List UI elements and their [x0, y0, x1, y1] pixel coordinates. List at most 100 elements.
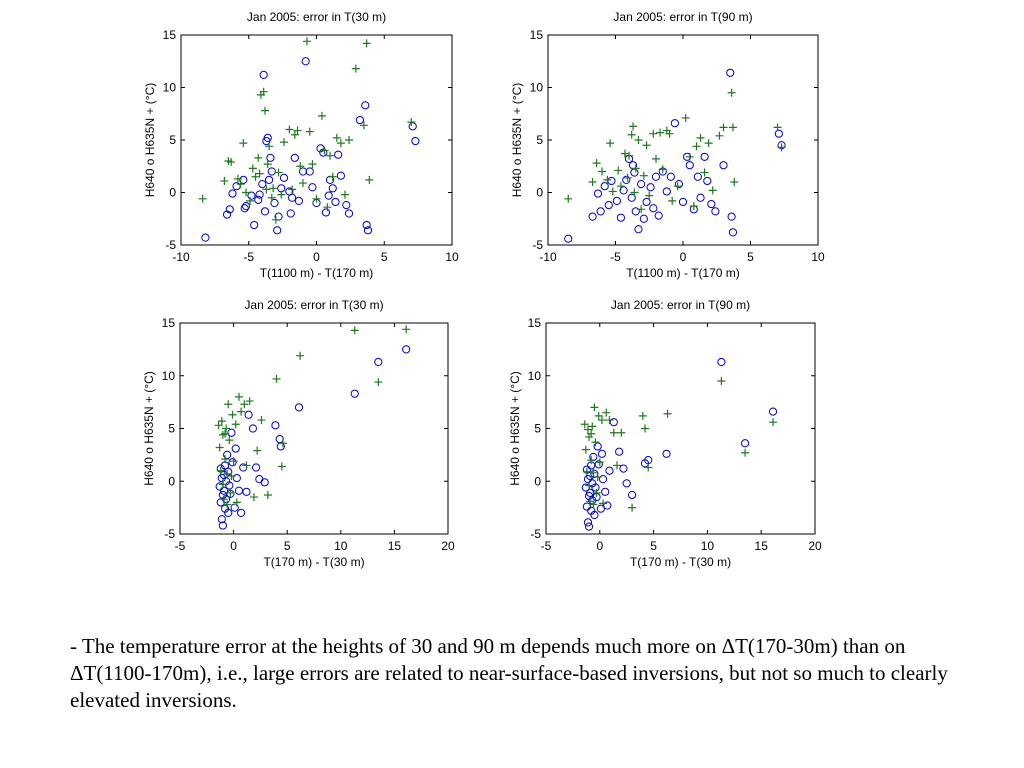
h640-circle-point [627, 490, 637, 500]
h640-circle-point [685, 161, 694, 170]
h635n-plus-point [332, 133, 341, 142]
x-axis-label: T(1100 m) - T(170 m) [260, 266, 374, 280]
h640-circle-point [260, 207, 270, 216]
h635n-plus-point [614, 166, 623, 175]
h640-circle-point [224, 467, 233, 476]
h635n-plus-point [656, 128, 665, 137]
h640-circle-point [588, 212, 597, 221]
h635n-plus-point [663, 409, 672, 418]
x-tick-label: -5 [610, 250, 621, 264]
h635n-plus-point [639, 171, 648, 180]
h635n-plus-point [323, 203, 332, 212]
x-tick-label: -5 [243, 250, 254, 264]
h640-circle-point [334, 150, 343, 159]
h640-circle-point [768, 407, 778, 416]
h640-circle-point [270, 198, 279, 208]
h635n-plus-point [592, 159, 601, 168]
h640-circle-point [402, 345, 411, 354]
h640-circle-point [308, 183, 317, 192]
y-tick-label: 0 [536, 186, 543, 200]
h635n-plus-point [345, 136, 354, 144]
h635n-plus-point [279, 138, 288, 147]
h635n-plus-point [293, 126, 302, 135]
h640-circle-point [217, 515, 226, 524]
h635n-plus-point [589, 500, 598, 509]
h635n-plus-point [628, 503, 637, 512]
h640-circle-point [234, 486, 244, 495]
h640-circle-point [344, 209, 354, 218]
chart-title: Jan 2005: error in T(30 m) [244, 298, 383, 312]
h640-circle-point [290, 153, 299, 162]
h635n-plus-point [255, 169, 264, 178]
y-tick-label: 5 [169, 133, 176, 147]
h640-circle-point [336, 171, 345, 180]
x-tick-label: 0 [313, 250, 320, 264]
h640-circle-point [726, 68, 735, 77]
h635n-plus-point [587, 456, 596, 465]
h640-circle-point [591, 483, 600, 492]
h635n-plus-point [362, 39, 371, 48]
h635n-plus-point [227, 471, 236, 480]
h640-circle-point [350, 389, 359, 398]
h635n-plus-point [215, 443, 224, 452]
y-tick-label: 0 [168, 474, 175, 488]
h640-circle-point [593, 189, 603, 198]
x-tick-label: -5 [541, 539, 552, 553]
h640-circle-point [258, 180, 267, 189]
h635n-plus-point [631, 164, 640, 173]
h635n-plus-point [214, 421, 223, 430]
h635n-plus-point [308, 160, 317, 169]
x-tick-label: 10 [701, 539, 715, 553]
h640-circle-point [222, 210, 232, 219]
h635n-plus-point [594, 411, 603, 420]
h635n-plus-point [262, 185, 271, 194]
h635n-plus-point [232, 498, 241, 507]
h635n-plus-point [217, 417, 226, 426]
h635n-plus-point [253, 446, 262, 455]
h640-circle-point [601, 487, 610, 496]
plot-frame [547, 34, 819, 246]
h635n-plus-point [254, 153, 263, 162]
h640-circle-point [342, 201, 351, 210]
h640-circle-point [637, 180, 646, 189]
x-tick-label: 15 [755, 539, 769, 553]
y-tick-label: 10 [163, 81, 177, 95]
h635n-plus-point [365, 175, 374, 184]
h640-circle-point [651, 172, 661, 181]
h640-circle-point [255, 475, 264, 484]
h635n-plus-point [629, 122, 638, 131]
h640-circle-point [374, 357, 383, 367]
h635n-plus-point [350, 326, 359, 335]
h640-circle-point [646, 183, 655, 192]
x-tick-label: 0 [596, 539, 603, 553]
h640-circle-point [615, 447, 624, 456]
y-tick-label: 15 [528, 316, 542, 330]
h640-circle-point [252, 463, 261, 472]
x-tick-label: 0 [230, 539, 237, 553]
h635n-plus-point [741, 448, 750, 457]
h635n-plus-point [198, 194, 207, 203]
h640-circle-point [616, 213, 626, 222]
h635n-plus-point [227, 158, 236, 167]
h635n-plus-point [245, 397, 254, 406]
h640-circle-point [201, 233, 210, 242]
h640-circle-point [260, 478, 269, 487]
h635n-plus-point [248, 164, 257, 173]
h640-circle-point [267, 167, 276, 176]
h640-circle-point [678, 197, 688, 207]
y-tick-label: -5 [164, 527, 175, 541]
h640-circle-point [693, 172, 702, 181]
h635n-plus-point [692, 142, 701, 151]
y-tick-label: -5 [165, 238, 176, 252]
h640-circle-point [231, 444, 240, 453]
h635n-plus-point [272, 374, 281, 383]
h635n-plus-point [606, 139, 615, 148]
x-tick-label: 20 [441, 539, 455, 553]
h635n-plus-point [627, 130, 636, 139]
h635n-plus-point [226, 488, 235, 497]
h635n-plus-point [340, 190, 349, 199]
h640-circle-point [218, 521, 227, 530]
h635n-plus-point [224, 400, 233, 409]
h640-circle-point [361, 101, 370, 110]
h640-circle-point [700, 152, 709, 161]
